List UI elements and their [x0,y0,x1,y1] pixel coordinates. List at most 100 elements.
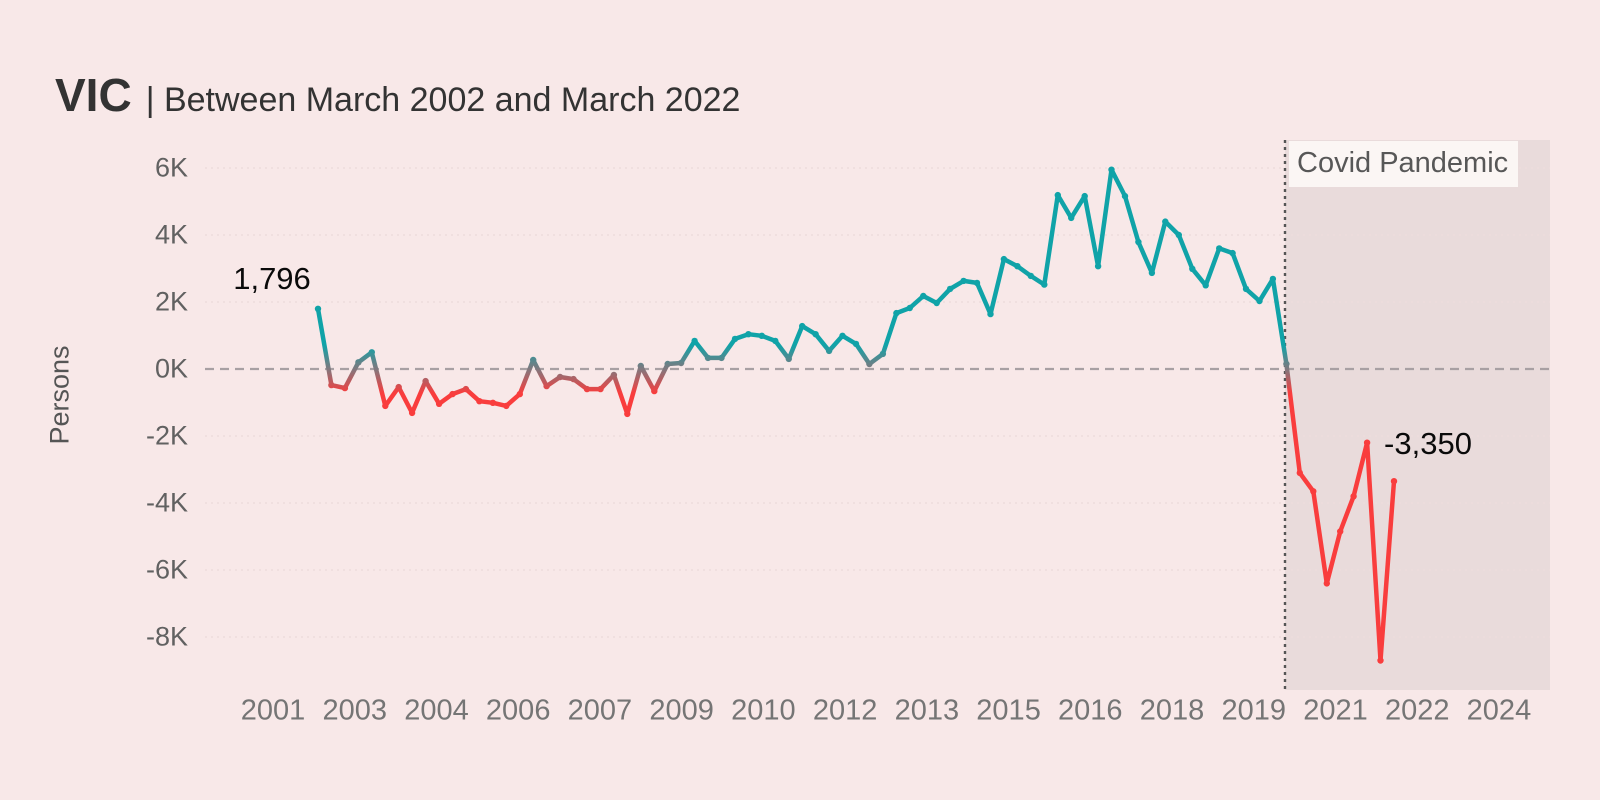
data-point-marker [960,277,967,285]
data-point-marker [1189,265,1196,272]
data-point-marker [799,322,806,330]
data-point-marker [1000,255,1008,263]
data-point-marker [651,387,658,395]
y-axis-tick-label: 4K [154,219,188,250]
data-point-marker [1054,191,1062,199]
data-point-marker [785,355,792,363]
data-point-marker [1216,245,1223,252]
data-point-marker [395,383,402,391]
region-code-label: VIC [55,69,132,121]
y-axis-tick-label: -2K [145,420,188,451]
data-point-marker [1202,282,1209,289]
data-point-marker [516,390,523,398]
data-point-marker [583,385,591,393]
data-point-marker [543,382,550,390]
data-point-marker [812,331,819,338]
data-point-marker [933,299,940,307]
x-axis-tick-label: 2001 [240,694,306,727]
x-axis-tick-label: 2016 [1058,694,1123,727]
data-point-marker [624,410,631,418]
data-point-marker [382,402,389,410]
data-point-marker [1323,580,1331,587]
y-axis-tick-label: -6K [145,554,188,585]
data-point-marker [328,381,335,389]
data-point-marker [1027,272,1035,280]
data-point-marker [731,335,739,343]
data-point-marker [422,377,429,385]
data-point-marker [530,356,537,364]
data-point-marker [1242,285,1250,293]
data-point-marker [772,337,779,345]
data-point-marker [852,340,860,348]
covid-pandemic-band [1285,140,1550,690]
data-point-marker [597,385,604,393]
x-axis-tick-label: 2007 [567,694,633,727]
data-point-marker [691,337,698,345]
data-point-marker [637,362,644,370]
title-subtitle: | Between March 2002 and March 2022 [145,81,741,119]
data-point-marker [610,371,618,379]
data-point-marker [1229,249,1236,257]
data-point-marker [462,385,470,393]
data-point-marker [758,332,765,339]
data-point-marker [839,332,846,339]
data-point-marker [1390,478,1398,485]
data-point-marker [314,305,322,312]
y-axis-tick-label: 2K [154,286,188,317]
x-axis-tick-label: 2018 [1139,694,1205,727]
data-point-marker [449,390,456,398]
data-point-marker [1269,275,1277,283]
x-axis-tick-label: 2024 [1466,694,1532,727]
data-point-marker [341,384,349,392]
data-point-marker [704,354,712,362]
data-point-marker [556,373,564,381]
data-point-marker [1108,166,1115,173]
data-point-marker [476,398,483,405]
data-point-marker [1121,192,1129,200]
data-point-marker [920,292,927,300]
data-point-marker [1363,439,1371,446]
data-point-marker [745,331,752,338]
covid-pandemic-band-label: Covid Pandemic [1289,141,1519,187]
y-axis-title: Persons [44,345,75,445]
x-axis-tick-label: 2010 [731,694,796,727]
data-point-marker [1175,231,1183,239]
data-point-marker [1337,528,1344,535]
data-point-marker [677,359,685,367]
data-point-marker [718,354,725,362]
data-point-marker [1081,192,1088,200]
data-point-marker [1162,218,1169,225]
data-point-marker [570,375,577,383]
data-point-marker [1377,657,1384,664]
data-point-marker [866,360,873,368]
data-point-marker [893,309,900,317]
data-point-marker [987,310,994,318]
y-axis-tick-label: -4K [145,487,188,518]
data-point-marker [906,304,913,312]
data-point-marker [825,347,833,355]
y-axis-tick-label: 6K [154,152,188,183]
first-point-value-label: 1,796 [233,261,311,296]
data-point-marker [1256,297,1263,305]
data-point-marker [408,409,416,417]
data-point-marker [1041,281,1048,288]
data-point-marker [1283,360,1290,368]
data-point-marker [1350,493,1357,500]
data-point-marker [973,279,981,287]
x-axis-tick-label: 2021 [1303,694,1368,727]
data-point-marker [946,285,954,293]
x-axis-tick-label: 2012 [812,694,878,727]
page-title: VIC | Between March 2002 and March 2022 [55,68,740,122]
x-axis-tick-label: 2019 [1221,694,1287,727]
x-axis-tick-label: 2015 [976,694,1041,727]
data-point-marker [368,349,375,356]
data-point-marker [503,402,510,410]
x-axis-tick-label: 2013 [894,694,960,727]
x-axis-tick-label: 2022 [1384,694,1450,727]
x-axis-tick-label: 2006 [485,694,551,727]
data-point-marker [1068,214,1075,222]
y-axis-tick-label: 0K [154,353,188,384]
data-point-marker [355,359,362,366]
